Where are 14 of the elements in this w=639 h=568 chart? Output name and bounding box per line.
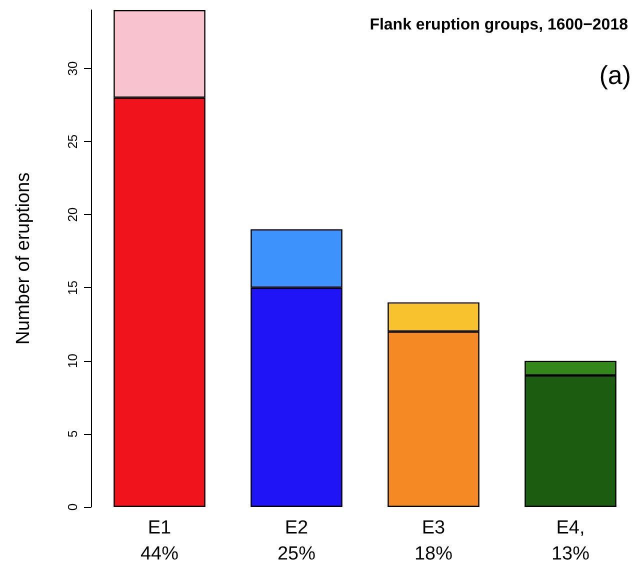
y-tick-label: 15 [65, 280, 80, 295]
chart-title: Flank eruption groups, 1600−2018 [370, 16, 628, 34]
x-tick-label: E3 18% [414, 518, 453, 564]
y-tick-label: 10 [65, 354, 80, 368]
y-axis-title: Number of eruptions [13, 172, 34, 345]
x-tick-label: E2 25% [277, 518, 316, 564]
y-tick-label: 5 [65, 430, 80, 438]
annotation: (a) [599, 60, 632, 90]
y-tick-label: 20 [65, 207, 80, 222]
x-tick-label: E4, 13% [551, 518, 590, 564]
x-tick-label: E1 44% [140, 518, 179, 564]
y-tick-label: 0 [65, 503, 80, 511]
y-tick-label: 25 [65, 134, 80, 149]
y-tick-label: 30 [65, 61, 80, 76]
